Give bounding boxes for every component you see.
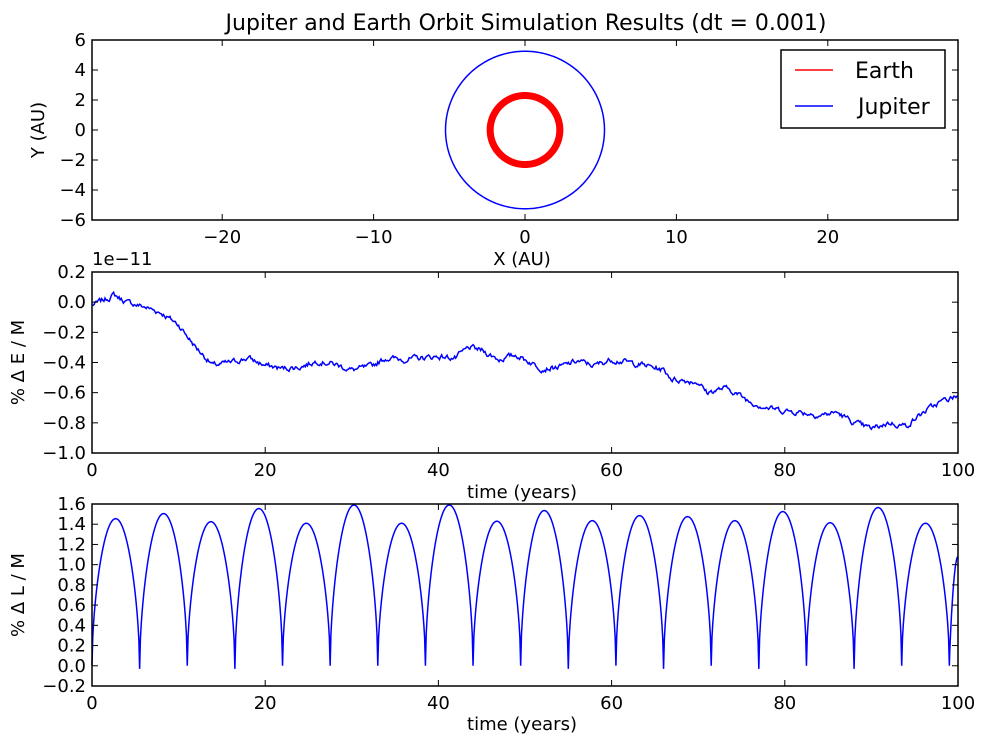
y-tick-label: −0.2 <box>42 322 86 343</box>
series-jupiter-orbit <box>444 50 606 210</box>
x-tick-label: 20 <box>816 227 839 248</box>
chart-title: Jupiter and Earth Orbit Simulation Resul… <box>224 11 827 36</box>
y-tick-label: −6 <box>59 210 86 231</box>
y-tick-label: 0.0 <box>57 656 86 677</box>
x-tick-label: 40 <box>427 693 450 714</box>
y-tick-label: −4 <box>59 180 86 201</box>
y-tick-label: −1.0 <box>42 443 86 464</box>
y-tick-label: 0 <box>75 120 86 141</box>
y-tick-label: 2 <box>75 90 86 111</box>
y-tick-label: 6 <box>75 30 86 51</box>
x-tick-label: 60 <box>600 693 623 714</box>
y-tick-label: 0.4 <box>57 615 86 636</box>
x-tick-label: −10 <box>355 227 393 248</box>
y-tick-label: 0.0 <box>57 292 86 313</box>
x-tick-label: −20 <box>203 227 241 248</box>
x-tick-label: 0 <box>86 460 97 481</box>
y-tick-label: 1.2 <box>57 534 86 555</box>
y-tick-label: −2 <box>59 150 86 171</box>
x-tick-label: 100 <box>941 693 975 714</box>
series-earth-orbit <box>486 91 564 169</box>
y-tick-label: 1.6 <box>57 494 86 515</box>
x-axis-label: time (years) <box>467 714 577 735</box>
legend-label-jupiter: Jupiter <box>856 95 931 120</box>
y-tick-label: 4 <box>75 60 86 81</box>
x-tick-label: 10 <box>665 227 688 248</box>
angular-momentum-panel: 0 20 40 60 80 100 −0.20.00.20.40.60.81.01.21.4… <box>8 494 975 735</box>
y-tick-label: 1.0 <box>57 555 86 576</box>
y-tick-label: −0.2 <box>42 676 86 697</box>
y-tick-label: −0.6 <box>42 383 86 404</box>
offset-label: 1e−11 <box>92 249 153 270</box>
y-axis-label: % Δ L / M <box>8 553 29 637</box>
x-tick-label: 0 <box>519 227 530 248</box>
y-tick-label: 0.2 <box>57 636 86 657</box>
legend-label-earth: Earth <box>855 59 914 84</box>
x-tick-label: 80 <box>773 460 796 481</box>
x-tick-label: 40 <box>427 460 450 481</box>
y-axis-label: % Δ E / M <box>8 320 29 405</box>
y-tick-label: −0.8 <box>42 413 86 434</box>
x-axis-label: time (years) <box>467 482 577 503</box>
y-tick-label: 0.8 <box>57 575 86 596</box>
legend-box <box>780 49 946 129</box>
y-tick-label: 1.4 <box>57 514 86 535</box>
series-energy-line <box>91 290 959 431</box>
y-tick-label: −0.4 <box>42 353 86 374</box>
x-tick-label: 60 <box>600 460 623 481</box>
y-tick-label: 0.2 <box>57 262 86 283</box>
energy-panel: 0 20 40 60 80 100 −1.0 −0.8 −0.6 −0.4 −0.2 0.0 0.2 ti… <box>8 262 975 503</box>
series-angular-momentum-line <box>91 504 959 669</box>
x-tick-label: 20 <box>254 460 277 481</box>
x-tick-label: 80 <box>773 693 796 714</box>
plot-frame <box>91 503 959 687</box>
y-tick-label: 0.6 <box>57 595 86 616</box>
legend: Earth Jupiter <box>780 49 946 129</box>
y-axis-label: Y (AU) <box>28 102 49 159</box>
x-tick-label: 100 <box>941 460 975 481</box>
x-tick-label: 0 <box>86 693 97 714</box>
x-tick-label: 20 <box>254 693 277 714</box>
x-axis-label: X (AU) <box>493 249 551 270</box>
